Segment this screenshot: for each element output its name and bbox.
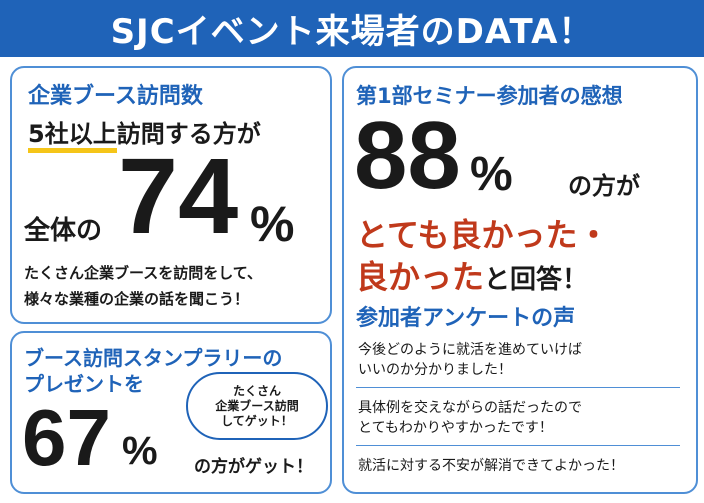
booth-visits-desc-line2: 様々な業種の企業の話を聞こう！ xyxy=(24,290,250,308)
comment-divider xyxy=(356,387,680,388)
booth-visits-percent: % xyxy=(250,196,295,252)
bubble-line1: たくさん xyxy=(232,383,281,398)
bubble-line3: してゲット！ xyxy=(221,413,293,428)
seminar-suffix: の方が xyxy=(568,172,640,200)
seminar-red-line2: 良かった xyxy=(356,258,485,296)
comment-line: とてもわかりやすかったです！ xyxy=(358,420,553,436)
comment-divider xyxy=(356,445,680,446)
header-banner: SJCイベント来場者のDATA！ xyxy=(0,0,704,57)
page-title: SJCイベント来場者のDATA！ xyxy=(110,12,594,52)
stamp-rally-title-line2: プレゼントを xyxy=(24,372,144,396)
seminar-title: 第1部セミナー参加者の感想 xyxy=(356,84,623,108)
comment-line: いいのか分かりました！ xyxy=(358,362,512,378)
stamp-rally-title-line1: ブース訪問スタンプラリーの xyxy=(24,346,283,370)
comment-item: 具体例を交えながらの話だったので とてもわかりやすかったです！ xyxy=(358,398,582,438)
comment-item: 就活に対する不安が解消できてよかった！ xyxy=(358,456,624,476)
booth-visits-card xyxy=(10,66,332,324)
seminar-number: 88 xyxy=(354,102,461,209)
comment-item: 今後どのように就活を進めていけば いいのか分かりました！ xyxy=(358,340,582,380)
speech-bubble: たくさん 企業ブース訪問 してゲット！ xyxy=(186,372,328,440)
booth-visits-desc-line1: たくさん企業ブースを訪問をして、 xyxy=(24,264,263,282)
seminar-line2-rest: と回答！ xyxy=(484,265,589,295)
stamp-rally-number: 67 xyxy=(22,393,111,482)
booth-visits-line1-rest: 訪問する方が xyxy=(116,120,261,148)
comment-line: 今後どのように就活を進めていけば xyxy=(358,342,582,358)
booth-visits-title: 企業ブース訪問数 xyxy=(28,84,203,109)
booth-visits-prefix: 全体の xyxy=(24,216,103,246)
stamp-rally-suffix: の方がゲット！ xyxy=(194,457,313,477)
comment-line: 就活に対する不安が解消できてよかった！ xyxy=(358,458,624,474)
seminar-red-line1: とても良かった・ xyxy=(356,216,610,254)
voice-title: 参加者アンケートの声 xyxy=(356,306,576,331)
bubble-line2: 企業ブース訪問 xyxy=(215,398,299,413)
seminar-line2: 良かったと回答！ xyxy=(356,252,588,298)
booth-visits-line1: 5社以上訪問する方が xyxy=(28,114,261,153)
seminar-percent: % xyxy=(470,148,513,201)
seminar-card xyxy=(342,66,698,494)
stamp-rally-percent: % xyxy=(122,429,158,473)
highlight-five-companies: 5社以上 xyxy=(28,120,117,153)
booth-visits-number: 74 xyxy=(118,135,239,256)
comment-line: 具体例を交えながらの話だったので xyxy=(358,400,582,416)
